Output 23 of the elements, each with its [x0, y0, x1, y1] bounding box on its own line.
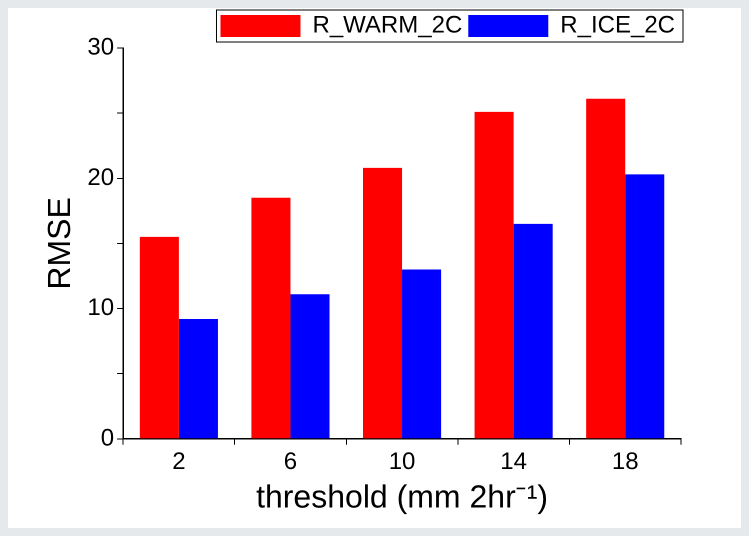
legend-label: R_ICE_2C: [560, 12, 676, 39]
y-tick-label: 20: [87, 164, 114, 191]
bar: [290, 294, 330, 438]
bar: [362, 168, 402, 438]
bar: [178, 318, 218, 438]
bar: [140, 236, 179, 438]
bar: [402, 269, 442, 438]
y-tick-label: 0: [100, 424, 114, 452]
x-tick-label: 10: [388, 448, 416, 475]
legend-label: R_WARM_2C: [312, 12, 462, 39]
x-tick-label: 6: [284, 448, 298, 475]
x-tick-label: 2: [172, 448, 186, 475]
y-tick-label: 30: [87, 34, 114, 61]
bar: [586, 98, 626, 438]
y-axis-title: RMSE: [41, 197, 78, 290]
bar: [514, 224, 553, 438]
x-axis-title: threshold (mm 2hr⁻¹): [256, 478, 548, 515]
bar: [251, 198, 290, 438]
y-tick-label: 10: [87, 294, 114, 322]
x-tick-label: 14: [500, 448, 527, 475]
bar: [625, 174, 664, 438]
x-tick-label: 18: [612, 448, 639, 475]
bar: [474, 112, 514, 438]
